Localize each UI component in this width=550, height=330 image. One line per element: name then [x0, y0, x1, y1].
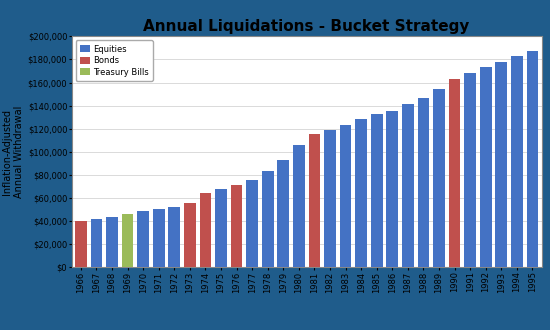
Bar [355, 119, 367, 267]
Bar [496, 62, 507, 267]
Bar [215, 189, 227, 267]
Title: Annual Liquidations - Bucket Strategy: Annual Liquidations - Bucket Strategy [144, 19, 470, 34]
Bar [433, 89, 445, 267]
Bar [371, 114, 383, 267]
Bar [324, 130, 336, 267]
Bar [184, 203, 196, 267]
Bar [168, 207, 180, 267]
Bar [277, 160, 289, 267]
Bar [526, 51, 538, 267]
Bar [122, 214, 134, 267]
Bar [153, 209, 164, 267]
Bar [387, 112, 398, 267]
Y-axis label: Inflation-Adjusted
Annual Withdrawal: Inflation-Adjusted Annual Withdrawal [2, 106, 24, 198]
Bar [230, 185, 243, 267]
Bar [309, 135, 320, 267]
Bar [402, 104, 414, 267]
Bar [75, 221, 87, 267]
Bar [106, 217, 118, 267]
Bar [511, 56, 522, 267]
Bar [262, 172, 273, 267]
Bar [293, 145, 305, 267]
Bar [200, 193, 211, 267]
Bar [91, 219, 102, 267]
Bar [464, 73, 476, 267]
Bar [340, 125, 351, 267]
Bar [246, 180, 258, 267]
Bar [138, 211, 149, 267]
Bar [449, 79, 460, 267]
Legend: Equities, Bonds, Treasury Bills: Equities, Bonds, Treasury Bills [76, 41, 153, 81]
Bar [480, 68, 492, 267]
Bar [417, 98, 429, 267]
